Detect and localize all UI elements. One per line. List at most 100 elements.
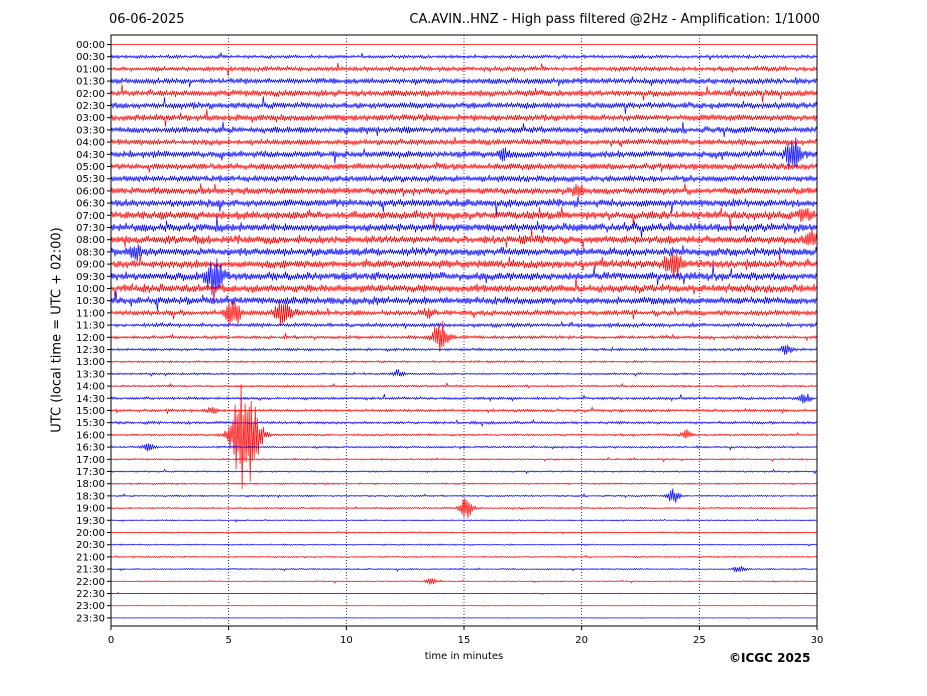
y-tick-label: 02:30	[76, 101, 105, 112]
trace-row	[110, 468, 818, 475]
trace-row	[110, 456, 818, 463]
y-tick-label: 16:30	[76, 443, 105, 454]
trace-row	[110, 258, 818, 296]
trace-row	[110, 52, 818, 61]
trace-row	[110, 183, 818, 197]
trace-row	[110, 604, 818, 607]
y-tick-label: 06:30	[76, 199, 105, 210]
x-tick-label: 0	[108, 635, 114, 646]
trace-row	[110, 531, 818, 535]
y-tick-label: 17:30	[76, 467, 105, 478]
trace-row	[110, 543, 818, 547]
y-tick-label: 08:30	[76, 247, 105, 258]
y-tick-label: 11:30	[76, 321, 105, 332]
y-tick-label: 10:30	[76, 296, 105, 307]
y-tick-label: 07:30	[76, 223, 105, 234]
y-tick-label: 20:00	[76, 528, 105, 539]
y-tick-label: 23:30	[76, 613, 105, 624]
trace-row	[110, 321, 818, 352]
y-tick-label: 13:00	[76, 357, 105, 368]
vertical-grid	[228, 35, 700, 626]
trace-row	[110, 482, 818, 486]
y-tick-label: 16:00	[76, 430, 105, 441]
trace-row	[110, 320, 818, 329]
trace-row	[110, 84, 818, 103]
y-tick-label: 04:00	[76, 138, 105, 149]
trace-row	[110, 418, 818, 428]
trace-row	[110, 196, 818, 216]
y-tick-label: 05:00	[76, 162, 105, 173]
x-tick-label: 20	[575, 635, 588, 646]
y-tick-label: 06:00	[76, 186, 105, 197]
y-tick-label: 15:00	[76, 406, 105, 417]
y-tick-label: 00:00	[76, 40, 105, 51]
trace-row	[110, 136, 818, 148]
trace-row	[110, 76, 818, 88]
x-axis-ticks: 0 5 10 15 20 25 30	[108, 626, 823, 646]
trace-row	[110, 290, 818, 311]
y-tick-label: 23:00	[76, 601, 105, 612]
y-tick-label: 14:00	[76, 382, 105, 393]
trace-row	[110, 206, 818, 230]
y-tick-label: 11:00	[76, 308, 105, 319]
trace-row	[110, 96, 818, 114]
x-tick-label: 15	[458, 635, 471, 646]
trace-row	[110, 592, 818, 595]
y-axis-label: UTC (local time = UTC + 02:00)	[49, 227, 65, 433]
y-tick-label: 17:00	[76, 455, 105, 466]
trace-row	[110, 161, 818, 173]
y-tick-label: 00:30	[76, 52, 105, 63]
trace-row	[110, 62, 818, 76]
seismic-traces	[110, 44, 818, 619]
y-tick-label: 03:00	[76, 113, 105, 124]
y-tick-label: 22:30	[76, 589, 105, 600]
y-tick-label: 03:30	[76, 125, 105, 136]
trace-row	[110, 109, 818, 127]
y-tick-label: 18:00	[76, 479, 105, 490]
trace-row	[110, 137, 818, 167]
y-tick-label: 12:30	[76, 345, 105, 356]
copyright-credit: ©ICGC 2025	[729, 651, 811, 665]
y-tick-label: 05:30	[76, 174, 105, 185]
trace-row	[110, 617, 818, 619]
trace-row	[110, 244, 818, 262]
y-tick-label: 19:00	[76, 504, 105, 515]
trace-row	[110, 498, 818, 519]
trace-row	[110, 381, 818, 389]
trace-row	[110, 228, 818, 249]
y-tick-label: 15:30	[76, 418, 105, 429]
trace-row	[110, 443, 818, 452]
x-axis-label: time in minutes	[424, 651, 504, 662]
x-tick-label: 5	[225, 635, 231, 646]
y-tick-label: 01:00	[76, 64, 105, 75]
trace-row	[110, 578, 818, 585]
y-tick-label: 21:30	[76, 565, 105, 576]
trace-row	[110, 300, 818, 327]
y-tick-label: 14:30	[76, 394, 105, 405]
y-tick-label: 07:00	[76, 211, 105, 222]
plot-frame	[110, 34, 818, 627]
y-tick-label: 09:30	[76, 272, 105, 283]
y-tick-label: 19:30	[76, 516, 105, 527]
y-tick-label: 10:00	[76, 284, 105, 295]
trace-row	[110, 488, 818, 504]
trace-row	[110, 393, 818, 404]
y-tick-label: 09:00	[76, 260, 105, 271]
x-tick-label: 10	[340, 635, 353, 646]
y-tick-label: 20:30	[76, 540, 105, 551]
trace-row	[110, 359, 818, 364]
trace-row	[110, 252, 818, 279]
trace-row	[110, 384, 818, 490]
chart-title: CA.AVIN..HNZ - High pass filtered @2Hz -…	[409, 12, 820, 27]
trace-row	[110, 344, 818, 355]
trace-row	[110, 406, 818, 415]
y-tick-label: 04:30	[76, 150, 105, 161]
y-tick-label: 13:30	[76, 369, 105, 380]
y-tick-label: 21:00	[76, 552, 105, 563]
trace-row	[110, 121, 818, 137]
y-tick-label: 18:30	[76, 491, 105, 502]
y-tick-label: 02:00	[76, 89, 105, 100]
trace-row	[110, 277, 818, 301]
